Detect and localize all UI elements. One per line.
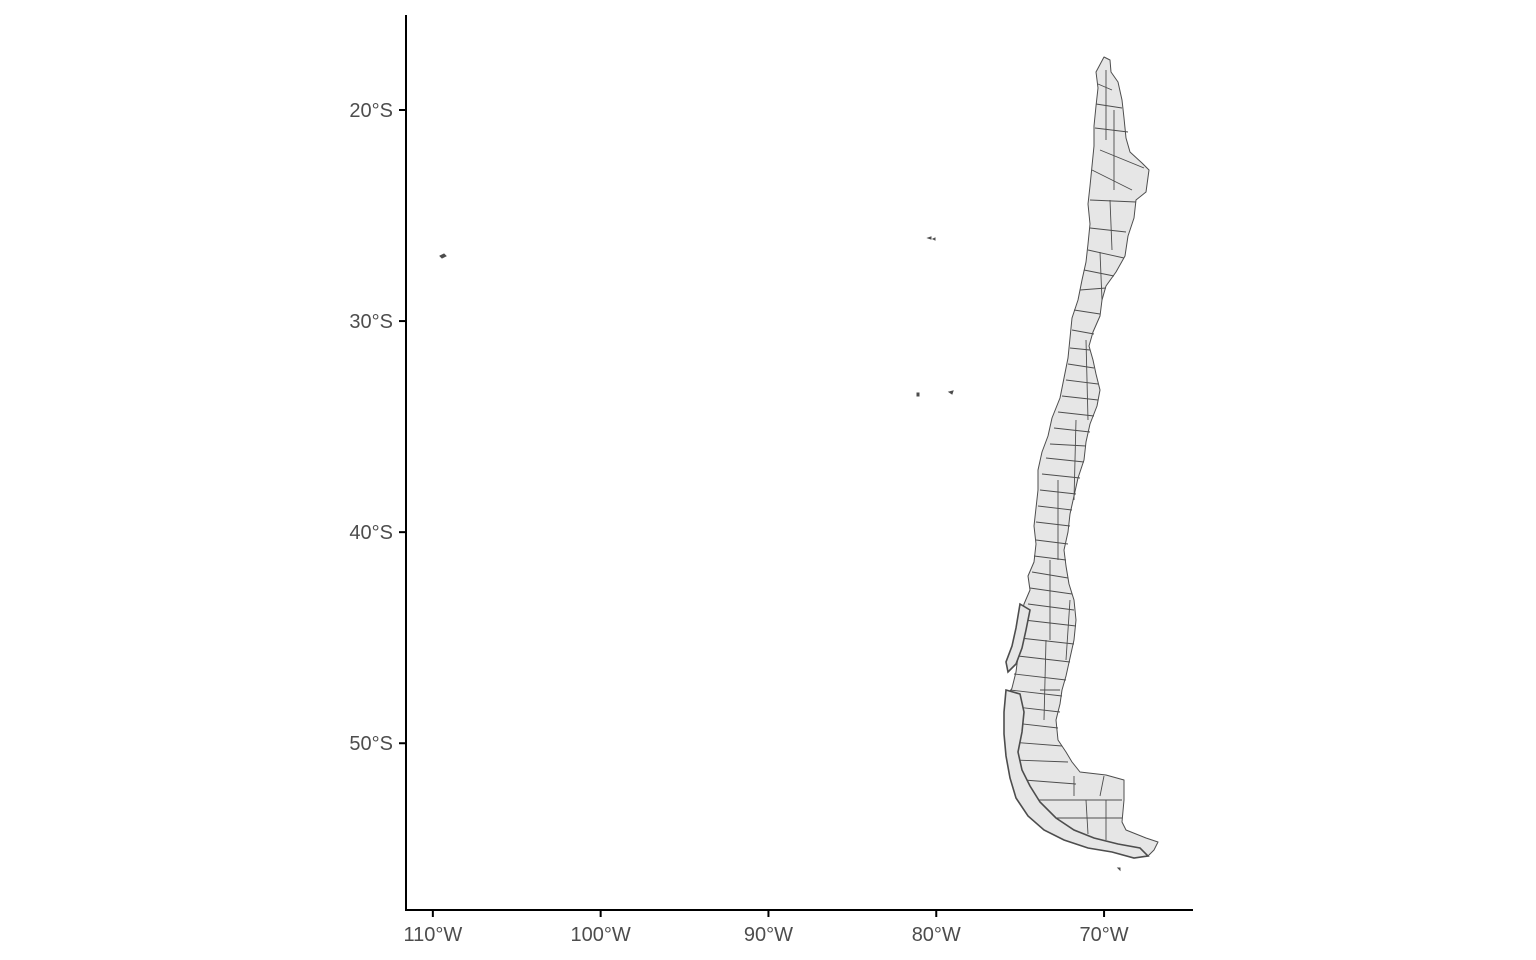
chile-mainland <box>1003 56 1159 859</box>
x-tick-label: 70°W <box>1080 924 1129 946</box>
y-tick-label: 40°S <box>349 522 393 544</box>
southern-archipelago <box>1003 602 1150 859</box>
chile-outline <box>1003 56 1159 857</box>
map-panel <box>439 56 1159 872</box>
x-tick-label: 80°W <box>912 924 961 946</box>
x-ticks: 110°W 100°W 90°W 80°W 70°W <box>403 910 1129 946</box>
juan-fernandez-islands <box>916 390 954 397</box>
y-axis: 20°S 30°S 40°S 50°S <box>349 15 407 910</box>
x-axis: 110°W 100°W 90°W 80°W 70°W <box>403 909 1193 946</box>
y-tick-label: 20°S <box>349 100 393 122</box>
y-ticks: 20°S 30°S 40°S 50°S <box>349 100 406 755</box>
x-tick-label: 100°W <box>571 924 631 946</box>
x-tick-label: 90°W <box>744 924 793 946</box>
commune-boundaries <box>1005 70 1145 840</box>
san-felix-islands <box>926 236 936 241</box>
easter-island <box>439 253 447 259</box>
x-tick-label: 110°W <box>403 924 462 946</box>
y-tick-label: 50°S <box>349 733 393 755</box>
diego-ramirez-islet <box>1116 867 1121 872</box>
y-tick-label: 30°S <box>349 311 393 333</box>
